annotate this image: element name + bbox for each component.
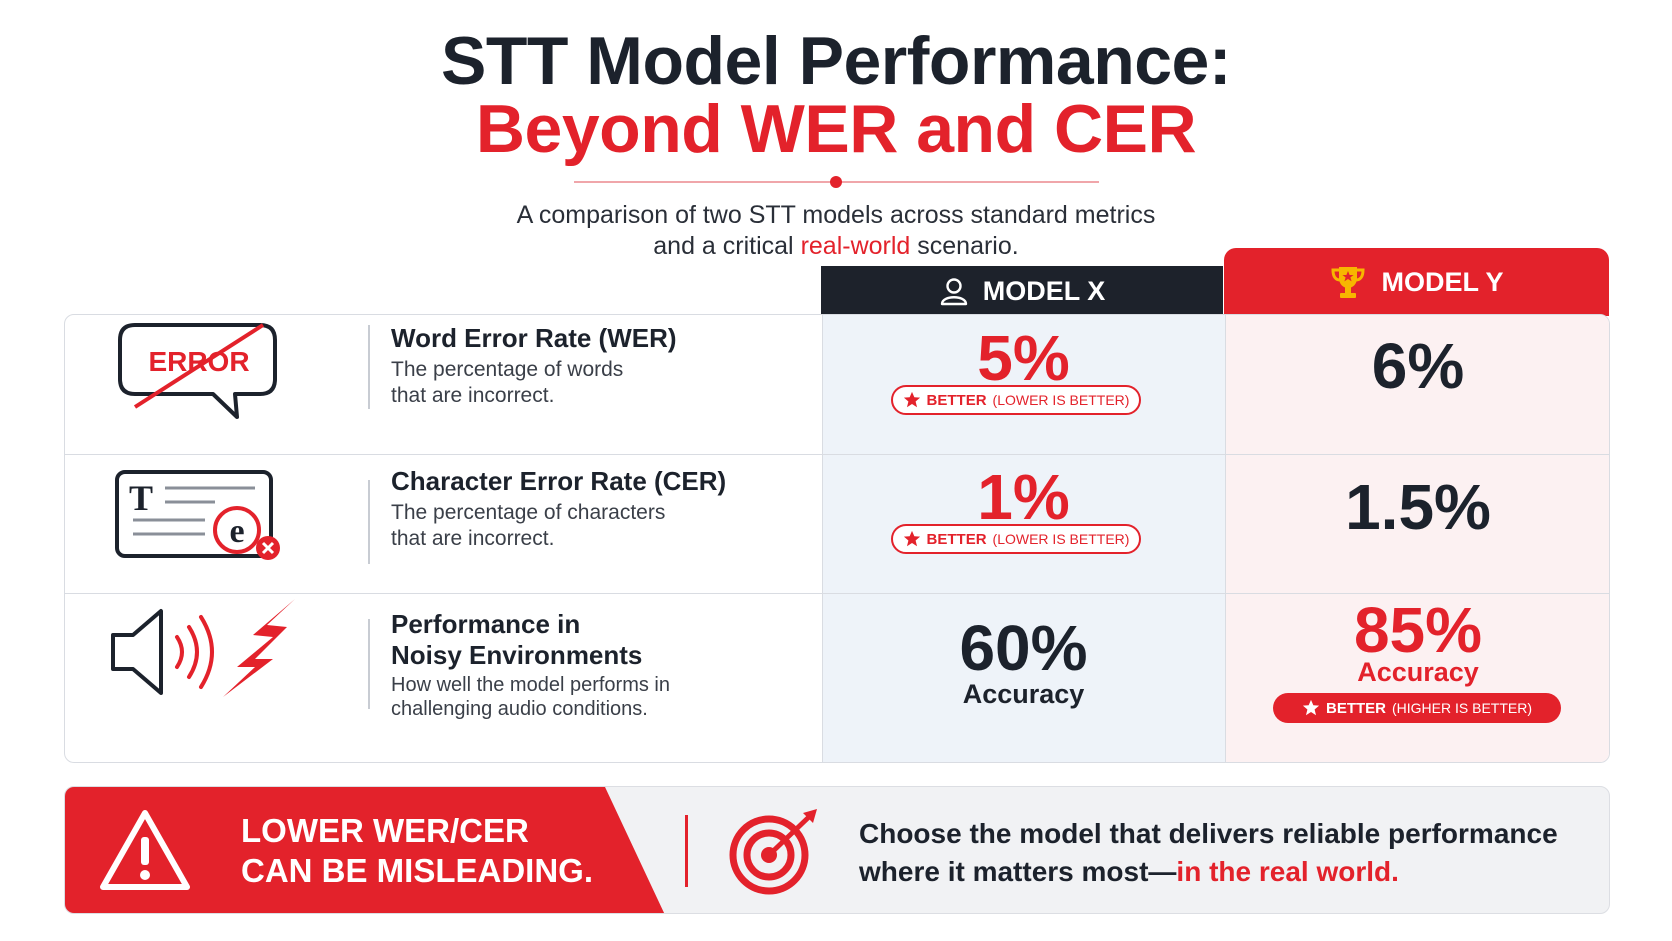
model-x-cer-value: 1% <box>977 461 1070 533</box>
model-y-cer-value: 1.5% <box>1345 471 1491 543</box>
footer-warning-text: LOWER WER/CER CAN BE MISLEADING. <box>241 811 593 891</box>
text-character-error-icon: T e <box>115 470 280 560</box>
better-badge: BETTER (LOWER IS BETTER) <box>891 385 1141 415</box>
row-title: Character Error Rate (CER) <box>391 466 727 496</box>
row-description: The percentage of characters that are in… <box>391 501 666 550</box>
star-icon <box>903 391 920 408</box>
footer-warning-line1: LOWER WER/CER <box>241 812 529 849</box>
badge-main: BETTER <box>926 530 987 548</box>
model-x-header: MODEL X <box>821 266 1223 316</box>
footer-message-line2-pre: where it matters most— <box>859 856 1177 887</box>
page-subtitle: A comparison of two STT models across st… <box>0 200 1672 262</box>
row-description: The percentage of words that are incorre… <box>391 358 624 407</box>
star-icon <box>903 530 920 547</box>
model-y-label: MODEL Y <box>1381 266 1504 297</box>
footer-message-line2: where it matters most—in the real world. <box>859 853 1579 891</box>
row-description: How well the model performs in challengi… <box>391 674 670 720</box>
trophy-icon <box>1331 267 1365 298</box>
table-row-cer: T e Character Error Rate (CER) The perce… <box>65 454 1609 593</box>
footer-banner: LOWER WER/CER CAN BE MISLEADING. Choose … <box>64 786 1610 914</box>
table-row-wer: ERROR Word Error Rate (WER) The percenta… <box>65 315 1609 454</box>
star-icon <box>1302 699 1320 716</box>
error-icon-text: ERROR <box>148 346 249 377</box>
row-separator <box>368 325 370 409</box>
footer-message: Choose the model that delivers reliable … <box>859 815 1579 891</box>
row-title: Word Error Rate (WER) <box>391 323 677 353</box>
subtitle-line1: A comparison of two STT models across st… <box>516 201 1156 229</box>
error-speech-bubble-icon: ERROR <box>118 323 277 419</box>
text-icon-letter-2: e <box>229 513 244 550</box>
model-x-label: MODEL X <box>982 275 1106 306</box>
table-row-noisy: Performance in Noisy Environments How we… <box>65 593 1609 762</box>
target-icon <box>729 809 817 895</box>
subtitle-line2: and a critical real-world scenario. <box>0 231 1672 262</box>
footer-message-highlight: in the real world. <box>1176 856 1399 887</box>
comparison-table: ERROR Word Error Rate (WER) The percenta… <box>64 314 1610 763</box>
footer-separator <box>685 815 688 887</box>
row-divider <box>65 593 1609 594</box>
model-y-noisy-value: 85% <box>1353 594 1483 666</box>
row-title-line1: Performance in <box>391 609 581 639</box>
badge-note: (HIGHER IS BETTER) <box>1391 700 1532 716</box>
subtitle-line2-pre: and a critical <box>653 232 801 260</box>
badge-note: (LOWER IS BETTER) <box>992 531 1130 547</box>
row-separator <box>368 619 370 709</box>
row-separator <box>368 480 370 564</box>
subtitle-line2-post: scenario. <box>910 232 1019 260</box>
user-icon <box>940 278 967 306</box>
badge-note: (LOWER IS BETTER) <box>992 392 1130 408</box>
badge-main: BETTER <box>926 391 987 409</box>
better-badge: BETTER (LOWER IS BETTER) <box>891 524 1141 554</box>
speaker-noise-icon <box>111 599 295 697</box>
better-badge-filled: BETTER (HIGHER IS BETTER) <box>1273 693 1561 723</box>
model-y-column <box>1225 315 1609 762</box>
model-x-noisy-value: 60% <box>959 612 1088 684</box>
model-y-header: MODEL Y <box>1224 248 1609 316</box>
model-y-accuracy-label: Accuracy <box>1357 657 1479 687</box>
warning-triangle-icon <box>100 810 190 890</box>
footer-message-line1: Choose the model that delivers reliable … <box>859 818 1558 849</box>
page-title-line2: Beyond WER and CER <box>475 91 1197 167</box>
title-divider-dot <box>830 176 842 188</box>
model-x-accuracy-label: Accuracy <box>962 679 1085 709</box>
text-icon-letter: T <box>129 478 153 518</box>
footer-warning-line2: CAN BE MISLEADING. <box>241 852 594 889</box>
model-x-wer-value: 5% <box>977 322 1070 394</box>
model-y-wer-value: 6% <box>1371 330 1465 402</box>
row-divider <box>65 454 1609 455</box>
row-title-line2: Noisy Environments <box>391 640 643 670</box>
subtitle-highlight: real-world <box>800 232 911 260</box>
row-title: Performance in Noisy Environments <box>391 609 642 671</box>
page-title-line1: STT Model Performance: <box>440 23 1232 99</box>
badge-main: BETTER <box>1325 699 1386 717</box>
